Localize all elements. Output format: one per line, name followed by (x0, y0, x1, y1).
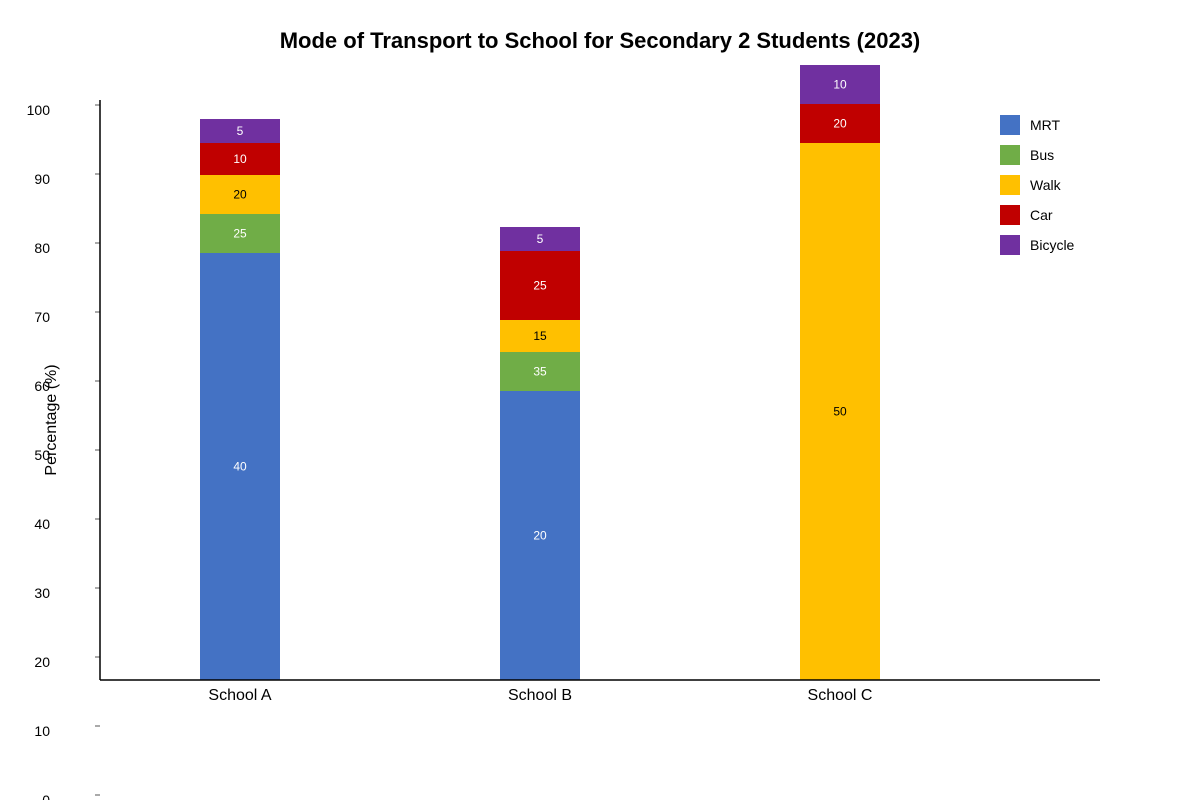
legend-label: Car (1030, 207, 1053, 223)
y-tick-label: 40 (34, 516, 50, 532)
legend-item-bicycle: Bicycle (1000, 235, 1074, 255)
legend-label: Walk (1030, 177, 1061, 193)
legend-swatch (1000, 145, 1020, 165)
data-label: 5 (237, 124, 244, 138)
data-label: 20 (233, 188, 247, 202)
bar-segment-walk (500, 320, 580, 352)
data-label: 15 (533, 329, 547, 343)
legend-swatch (1000, 205, 1020, 225)
data-label: 5 (537, 232, 544, 246)
legend-item-walk: Walk (1000, 175, 1061, 195)
bar-segment-bus (200, 214, 280, 253)
bar-segment-walk (800, 143, 880, 680)
y-axis-label: Percentage (%) (43, 364, 60, 475)
bar-segment-bicycle (200, 119, 280, 143)
data-label: 25 (533, 279, 547, 293)
y-tick-label: 80 (34, 240, 50, 256)
bar-segment-car (800, 104, 880, 143)
bar-segment-bicycle (500, 227, 580, 251)
legend-item-bus: Bus (1000, 145, 1054, 165)
data-label: 20 (533, 529, 547, 543)
x-tick-label: School B (508, 687, 572, 704)
y-tick-label: 100 (27, 102, 51, 118)
y-tick-label: 90 (34, 171, 50, 187)
legend-item-mrt: MRT (1000, 115, 1060, 135)
legend-item-car: Car (1000, 205, 1053, 225)
bar-segment-mrt (500, 391, 580, 680)
chart-title: Mode of Transport to School for Secondar… (279, 28, 921, 53)
y-tick-label: 50 (34, 447, 50, 463)
legend-swatch (1000, 235, 1020, 255)
bar-segment-car (200, 143, 280, 175)
data-label: 20 (833, 117, 847, 131)
x-tick-label: School A (208, 687, 271, 704)
y-tick-label: 70 (34, 309, 50, 325)
y-tick-label: 60 (34, 378, 50, 394)
data-label: 25 (233, 227, 247, 241)
legend-label: MRT (1030, 117, 1061, 133)
legend-swatch (1000, 175, 1020, 195)
data-label: 10 (233, 152, 247, 166)
data-label: 35 (533, 365, 547, 379)
y-tick-label: 30 (34, 585, 50, 601)
y-tick-label: 0 (42, 792, 50, 800)
legend-label: Bus (1030, 147, 1055, 163)
bar-segment-car (500, 251, 580, 320)
bar-segment-walk (200, 175, 280, 214)
legend-swatch (1000, 115, 1020, 135)
x-tick-label: School C (808, 687, 873, 704)
data-label: 10 (833, 78, 847, 92)
data-label: 50 (833, 405, 847, 419)
bar-segment-mrt (200, 253, 280, 680)
legend-label: Bicycle (1030, 237, 1075, 253)
y-tick-label: 20 (34, 654, 50, 670)
bar-segment-bicycle (800, 65, 880, 104)
bar-segment-bus (500, 352, 580, 391)
data-label: 40 (233, 460, 247, 474)
y-tick-label: 10 (34, 723, 50, 739)
